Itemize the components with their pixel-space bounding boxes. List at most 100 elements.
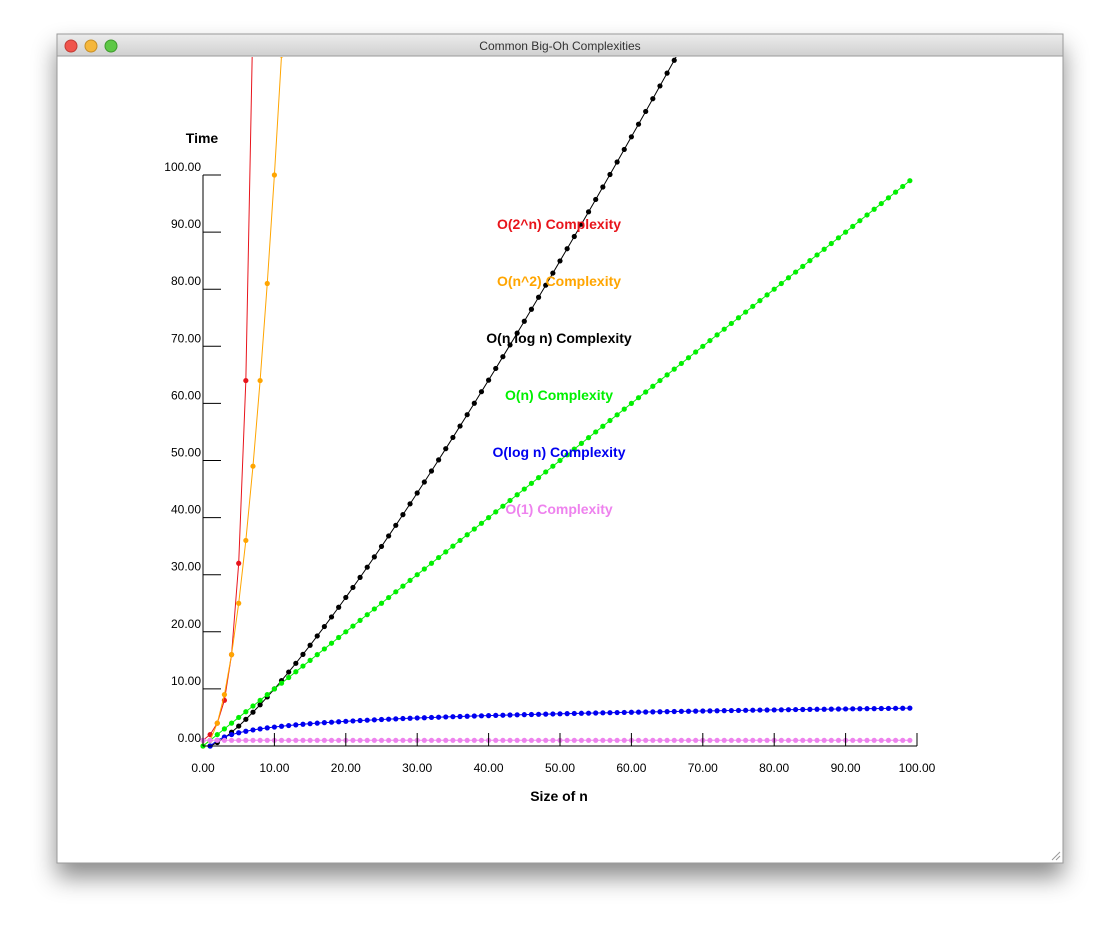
x-tick-label: 0.00 [191, 761, 215, 775]
data-point [364, 737, 370, 743]
data-point [528, 711, 535, 718]
data-point [793, 737, 799, 743]
data-point [328, 640, 335, 646]
data-point [364, 717, 370, 723]
data-point [635, 121, 642, 127]
data-point [228, 737, 235, 743]
data-point [843, 706, 849, 712]
zoom-button[interactable] [104, 39, 118, 53]
data-point [271, 686, 277, 692]
data-point [614, 737, 620, 743]
data-point [735, 707, 742, 714]
data-point [357, 617, 363, 623]
data-point [643, 389, 649, 395]
data-point [550, 270, 556, 276]
data-point [521, 712, 527, 718]
data-point [478, 520, 485, 526]
data-point [343, 594, 349, 601]
data-point [514, 492, 520, 498]
data-point [614, 709, 620, 716]
data-point [471, 400, 477, 406]
data-point [800, 737, 806, 743]
data-point [571, 737, 577, 743]
data-point [621, 146, 627, 153]
data-point [564, 246, 570, 252]
data-point [528, 480, 535, 486]
data-point [778, 737, 784, 743]
data-point [471, 526, 477, 532]
data-point [714, 708, 720, 714]
series-label: O(n) Complexity [505, 387, 613, 403]
data-point [585, 209, 592, 215]
data-point [693, 737, 699, 743]
minimize-button[interactable] [84, 39, 98, 53]
data-point [721, 737, 727, 743]
data-point [486, 377, 492, 383]
resize-grip[interactable] [1051, 851, 1061, 861]
data-point [314, 652, 320, 658]
series-label: O(1) Complexity [505, 501, 613, 517]
data-point [271, 172, 277, 178]
data-point [264, 692, 270, 698]
data-point [343, 629, 349, 635]
data-point [585, 710, 592, 716]
data-point [350, 718, 356, 724]
data-point [378, 716, 385, 723]
data-point [621, 406, 627, 412]
data-point [593, 429, 599, 435]
data-point [500, 503, 506, 509]
data-point [243, 537, 249, 544]
data-point [428, 737, 435, 743]
data-point [364, 612, 370, 618]
data-point [871, 705, 877, 712]
data-point [236, 714, 242, 721]
data-point [293, 660, 299, 666]
y-tick-label: 0.00 [178, 731, 202, 745]
data-point [343, 718, 349, 724]
data-point [757, 737, 763, 743]
data-point [207, 737, 213, 743]
data-point [478, 737, 485, 743]
data-point [350, 623, 356, 629]
series-label: O(log n) Complexity [493, 444, 626, 460]
data-point [236, 730, 242, 736]
y-tick-label: 40.00 [171, 503, 201, 517]
data-point [414, 715, 420, 721]
data-point [664, 709, 670, 715]
data-point [321, 720, 327, 726]
data-point [528, 737, 535, 743]
y-tick-label: 60.00 [171, 388, 201, 402]
data-point [850, 737, 856, 743]
data-point [557, 711, 563, 717]
title-bar [56, 33, 1064, 57]
data-point [457, 423, 463, 429]
data-point [436, 457, 442, 463]
data-point [607, 710, 613, 716]
data-point [236, 600, 242, 606]
x-tick-label: 60.00 [616, 761, 646, 775]
data-point [571, 233, 577, 240]
data-point [650, 383, 656, 389]
data-point [493, 712, 499, 718]
data-point [371, 606, 377, 612]
data-point [800, 706, 806, 713]
data-point [828, 737, 834, 743]
data-point [436, 737, 442, 743]
data-point [678, 708, 684, 714]
close-button[interactable] [64, 39, 78, 53]
data-point [743, 707, 749, 713]
data-point [771, 286, 777, 292]
data-point [607, 417, 613, 424]
data-point [264, 737, 270, 743]
data-point [535, 711, 542, 717]
data-point [307, 642, 313, 648]
data-point [400, 512, 406, 518]
data-point [221, 737, 228, 743]
data-point [614, 159, 620, 165]
data-point [821, 737, 827, 743]
data-point [478, 713, 485, 719]
data-point [757, 707, 763, 713]
data-point [750, 737, 756, 743]
data-point [378, 543, 385, 550]
